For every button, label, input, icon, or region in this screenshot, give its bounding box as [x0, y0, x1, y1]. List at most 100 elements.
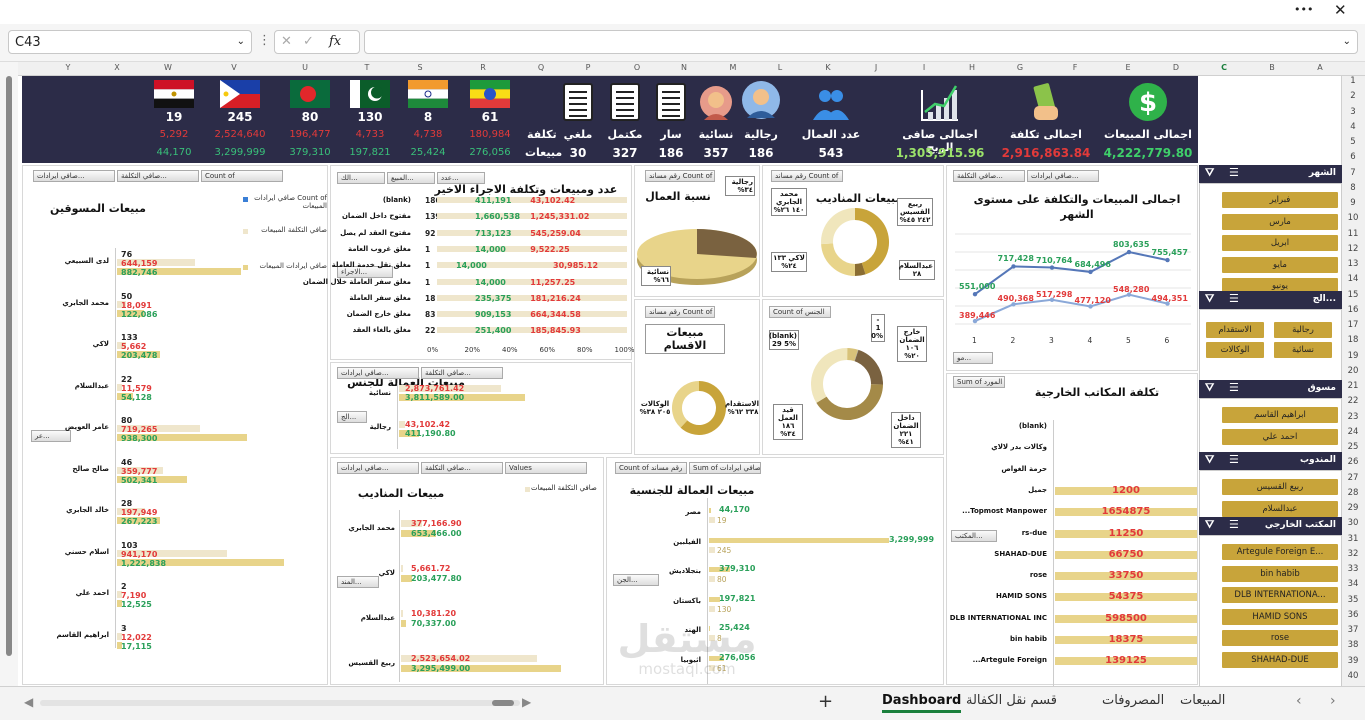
horizontal-scroll-thumb[interactable]: [492, 700, 514, 706]
field-chip[interactable]: صافي التكلفة...: [421, 367, 503, 379]
column-header-a[interactable]: A: [1317, 63, 1323, 72]
field-chip[interactable]: الك...: [337, 172, 385, 184]
column-header-c[interactable]: C: [1221, 63, 1227, 72]
row-header[interactable]: 17: [1347, 320, 1359, 330]
column-header-w[interactable]: W: [164, 63, 172, 72]
row-header[interactable]: 1: [1350, 76, 1356, 86]
multi-select-icon[interactable]: ☰: [1229, 453, 1239, 466]
row-header[interactable]: 10: [1347, 213, 1359, 224]
sheet-tab[interactable]: المبيعات: [1180, 693, 1226, 708]
column-header-i[interactable]: I: [922, 63, 926, 72]
row-header[interactable]: 33: [1347, 564, 1359, 574]
close-button[interactable]: ✕: [1334, 1, 1347, 19]
filter-icon[interactable]: ⛛: [1205, 292, 1215, 305]
row-header[interactable]: 5: [1350, 137, 1356, 147]
row-header[interactable]: 21: [1347, 381, 1359, 391]
field-chip[interactable]: صافي التكلفة...: [953, 170, 1025, 182]
row-header[interactable]: 20: [1347, 365, 1359, 376]
slicer-item[interactable]: HAMID SONS: [1222, 608, 1338, 625]
chevron-down-icon[interactable]: ⌄: [1342, 36, 1351, 47]
field-chip[interactable]: Count of الجنس: [769, 306, 831, 318]
field-chip[interactable]: صافي ايرادات...: [33, 170, 115, 182]
row-header[interactable]: 39: [1347, 655, 1359, 666]
multi-select-icon[interactable]: ☰: [1229, 166, 1239, 179]
column-header-k[interactable]: K: [825, 63, 831, 72]
slicer-item[interactable]: ابريل: [1222, 235, 1338, 251]
add-sheet-button[interactable]: +: [818, 691, 834, 712]
column-header-o[interactable]: O: [633, 63, 641, 72]
slicer-item[interactable]: عبدالسلام: [1222, 500, 1338, 517]
row-header[interactable]: 13: [1347, 259, 1359, 269]
row-header[interactable]: 2: [1350, 91, 1356, 102]
slicer-item[interactable]: مارس: [1222, 213, 1338, 230]
cancel-icon[interactable]: ✕: [281, 34, 292, 49]
row-header[interactable]: 6: [1350, 152, 1356, 163]
check-icon[interactable]: ✓: [303, 34, 314, 49]
field-chip[interactable]: صافي ايرادات...: [1027, 170, 1099, 182]
slicer-item[interactable]: bin habib: [1222, 565, 1338, 582]
field-chip[interactable]: صافي ايرادات...: [337, 367, 419, 379]
row-header[interactable]: 38: [1347, 640, 1359, 651]
row-header[interactable]: 18: [1347, 335, 1359, 346]
column-header-p[interactable]: P: [585, 63, 591, 72]
column-header-x[interactable]: X: [114, 63, 120, 72]
field-chip[interactable]: رقم مساند Count of: [771, 170, 843, 182]
name-box[interactable]: C43 ⌄: [8, 30, 252, 54]
column-header-f[interactable]: F: [1072, 63, 1078, 72]
column-header-s[interactable]: S: [417, 63, 423, 72]
row-header[interactable]: 8: [1350, 182, 1356, 193]
field-chip[interactable]: المبيع...: [387, 172, 435, 184]
row-header[interactable]: 25: [1347, 442, 1359, 452]
column-header-l[interactable]: L: [777, 63, 783, 72]
column-header-m[interactable]: M: [729, 63, 737, 72]
filter-icon[interactable]: ⛛: [1205, 166, 1215, 179]
row-header[interactable]: 28: [1347, 487, 1359, 498]
sheet-tab[interactable]: قسم نقل الكفالة: [966, 693, 1057, 708]
row-header[interactable]: 34: [1347, 579, 1359, 590]
more-options-button[interactable]: •••: [1294, 3, 1314, 16]
filter-icon[interactable]: ⛛: [1205, 381, 1215, 394]
row-header[interactable]: 30: [1347, 518, 1359, 529]
column-header-y[interactable]: Y: [65, 63, 71, 72]
scroll-left-icon[interactable]: ◀: [24, 695, 34, 709]
row-header[interactable]: 19: [1347, 350, 1359, 361]
field-chip[interactable]: صافي التكلفة...: [421, 462, 503, 474]
column-header-q[interactable]: Q: [537, 63, 545, 72]
slicer-item[interactable]: يونيو: [1222, 278, 1338, 294]
multi-select-icon[interactable]: ☰: [1229, 381, 1239, 394]
row-header[interactable]: 35: [1347, 594, 1359, 605]
column-header-h[interactable]: H: [968, 63, 975, 72]
row-header[interactable]: 4: [1350, 121, 1356, 132]
vertical-dots-icon[interactable]: ⋮: [258, 33, 271, 48]
field-chip[interactable]: رقم مساند Count of: [645, 306, 715, 318]
slicer-item[interactable]: فبراير: [1222, 192, 1338, 208]
slicer-item[interactable]: ربيع القسيس: [1222, 479, 1338, 495]
scroll-right-icon[interactable]: ▶: [522, 695, 532, 709]
column-header-g[interactable]: G: [1016, 63, 1024, 72]
field-chip[interactable]: صافي ايرادات...: [337, 462, 419, 474]
multi-select-icon[interactable]: ☰: [1229, 292, 1239, 305]
row-header[interactable]: 12: [1347, 243, 1359, 254]
filter-icon[interactable]: ⛛: [1205, 453, 1215, 466]
column-header-b[interactable]: B: [1269, 63, 1275, 72]
chevron-down-icon[interactable]: ⌄: [236, 36, 245, 47]
row-header[interactable]: 11: [1347, 228, 1359, 239]
slicer-item[interactable]: الاستقدام: [1206, 322, 1264, 338]
column-header-r[interactable]: R: [480, 63, 486, 72]
slicer-item[interactable]: احمد علي: [1222, 428, 1338, 445]
row-header[interactable]: 14: [1347, 274, 1359, 285]
horizontal-scrollbar[interactable]: [40, 700, 520, 706]
row-header[interactable]: 40: [1347, 670, 1359, 681]
trend-filter[interactable]: مو...: [953, 352, 993, 364]
field-chip[interactable]: رقم مساند Count of: [645, 170, 715, 182]
field-chip[interactable]: Count of رقم مساند: [615, 462, 687, 474]
sheet-tab-active[interactable]: Dashboard: [882, 693, 962, 713]
column-header-j[interactable]: J: [874, 63, 878, 72]
row-header[interactable]: 23: [1347, 411, 1359, 422]
multi-select-icon[interactable]: ☰: [1229, 518, 1239, 531]
field-chip[interactable]: Sum of المورد: [953, 376, 1005, 388]
procedure-filter[interactable]: الاجراء...: [337, 266, 393, 278]
field-chip[interactable]: Values: [505, 462, 587, 474]
nationality-filter[interactable]: الجن...: [613, 574, 659, 586]
column-header-t[interactable]: T: [364, 63, 370, 72]
